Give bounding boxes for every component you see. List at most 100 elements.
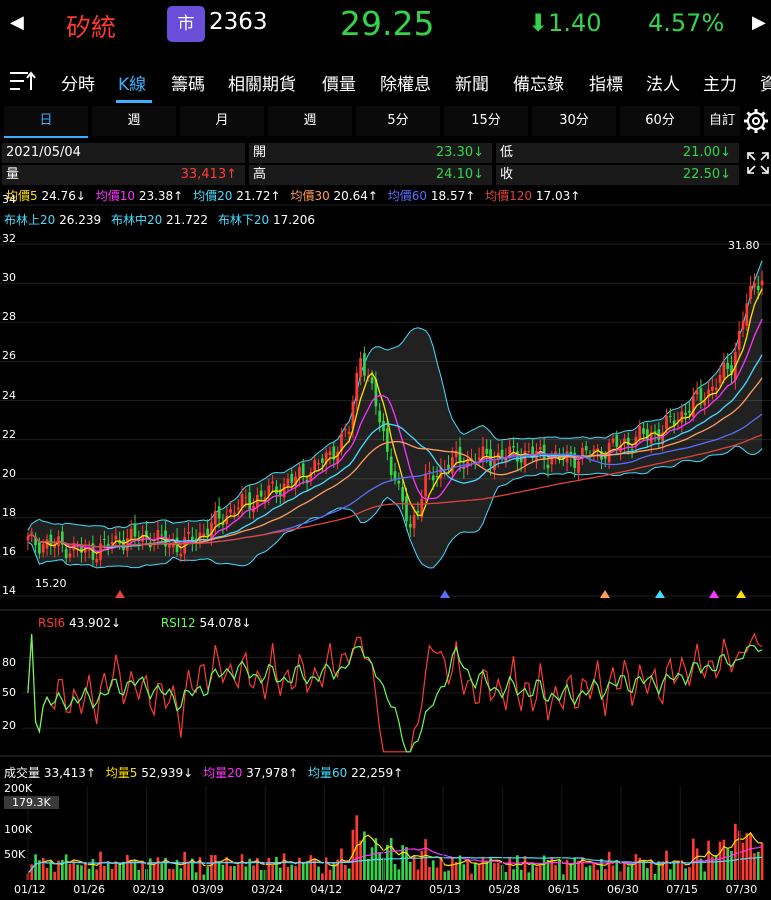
tab-kline[interactable]: K線 [118, 75, 147, 95]
tab-more[interactable]: 資 [760, 75, 771, 95]
candle-body [370, 377, 374, 384]
volume-bar [240, 854, 244, 880]
date-axis-tick: 06/30 [607, 883, 639, 896]
candle-body [282, 483, 286, 498]
volume-bar [607, 851, 611, 880]
volume-bar [244, 866, 248, 880]
ma10-label: 均價10 [95, 189, 135, 203]
volume-bar [600, 858, 603, 880]
caret-left-icon[interactable]: ◀ [10, 12, 24, 33]
candle-body [542, 444, 546, 460]
volume-bar [447, 870, 450, 880]
volume-bar [248, 858, 252, 880]
candle-body [202, 533, 206, 537]
period-week-alt[interactable]: 週 [268, 106, 352, 136]
volume-bar [462, 864, 466, 880]
period-30min[interactable]: 30分 [532, 106, 616, 136]
candle-body [68, 553, 72, 558]
caret-right-icon[interactable]: ▶ [752, 12, 766, 33]
candle-body [229, 509, 232, 513]
candle-body [133, 523, 137, 537]
volume-bar [53, 871, 57, 880]
boll-mid-label: 布林中20 [110, 213, 163, 227]
volume-bar [202, 874, 206, 880]
volume-bar [355, 815, 359, 880]
tab-news[interactable]: 新聞 [455, 75, 489, 95]
tab-memo[interactable]: 備忘錄 [513, 75, 564, 95]
rsi12-item: RSI12 54.078↓ [161, 616, 252, 630]
candle-body [118, 540, 122, 544]
volume-bar [294, 866, 297, 880]
candle-body [386, 428, 389, 452]
tab-price-volume[interactable]: 價量 [322, 75, 356, 95]
candle-body [718, 374, 722, 383]
tab-main-force[interactable]: 主力 [703, 75, 737, 95]
candle-body [466, 460, 469, 466]
volume-bar [668, 869, 672, 880]
ma-item: 均價120 17.03↑ [485, 189, 580, 203]
rsi-legend: RSI6 43.902↓ RSI12 54.078↓ [38, 616, 257, 630]
volume-bar [95, 869, 99, 880]
gear-icon[interactable] [743, 108, 769, 134]
period-day[interactable]: 日 [4, 106, 88, 138]
info-low-cell: 低 21.00↓ [496, 143, 739, 163]
candle-body [638, 426, 642, 439]
candle-body [190, 536, 194, 542]
volume-bar [57, 860, 60, 880]
tab-institutional[interactable]: 法人 [646, 75, 680, 95]
candle-body [60, 531, 64, 545]
candle-body [286, 478, 290, 487]
date-axis-tick: 03/09 [191, 883, 224, 896]
volume-bar [183, 851, 187, 880]
volume-bar [397, 869, 401, 880]
period-15min[interactable]: 15分 [444, 106, 528, 136]
volume-bar [470, 873, 473, 880]
tab-time-sharing[interactable]: 分時 [61, 75, 95, 95]
volume-bar [756, 851, 760, 880]
expand-arrows-icon[interactable] [745, 150, 771, 176]
volume-bar [275, 857, 278, 880]
candle-body [630, 449, 634, 451]
tab-indicator[interactable]: 指標 [589, 75, 623, 95]
candle-body [626, 437, 630, 446]
tab-chips[interactable]: 籌碼 [171, 75, 205, 95]
vol-ma20-value: 37,978↑ [246, 766, 299, 780]
price-axis-tick: 30 [2, 271, 16, 285]
period-60min[interactable]: 60分 [620, 106, 700, 136]
candle-body [236, 507, 240, 510]
ma5-label: 均價5 [6, 189, 38, 203]
period-week[interactable]: 週 [92, 106, 176, 136]
close-value: 22.50↓ [682, 167, 731, 182]
period-month[interactable]: 月 [180, 106, 264, 136]
period-custom[interactable]: 自訂 [704, 106, 740, 136]
menu-sort-icon[interactable] [8, 68, 38, 98]
volume-bar [343, 865, 347, 880]
tab-related-futures[interactable]: 相關期貨 [228, 75, 296, 95]
period-5min[interactable]: 5分 [356, 106, 440, 136]
volume-bar [313, 858, 317, 880]
candle-body [745, 303, 749, 326]
date-axis-tick: 07/15 [666, 883, 698, 896]
volume-bar [91, 858, 95, 880]
candle-body [531, 446, 534, 458]
volume-bar [64, 854, 68, 880]
boll-upper-label: 布林上20 [4, 213, 56, 227]
volume-bar [573, 857, 577, 880]
candle-body [619, 445, 622, 452]
volume-bar [657, 861, 661, 880]
ma30-value: 20.64↑ [333, 189, 378, 203]
tab-dividend[interactable]: 除權息 [380, 75, 431, 95]
boll-upper-value: 26.239 [59, 213, 102, 227]
volume-bar [68, 863, 72, 880]
volume-bar [584, 867, 588, 880]
candle-body [206, 528, 209, 536]
period-bar: 日 週 月 週 5分 15分 30分 60分 自訂 [0, 106, 771, 140]
volume-bar [615, 860, 619, 880]
candle-body [271, 481, 274, 484]
volume-bar [225, 857, 229, 880]
candle-body [699, 388, 703, 401]
signal-triangle [115, 590, 125, 598]
volume-bar [489, 857, 492, 880]
candle-body [703, 401, 707, 406]
